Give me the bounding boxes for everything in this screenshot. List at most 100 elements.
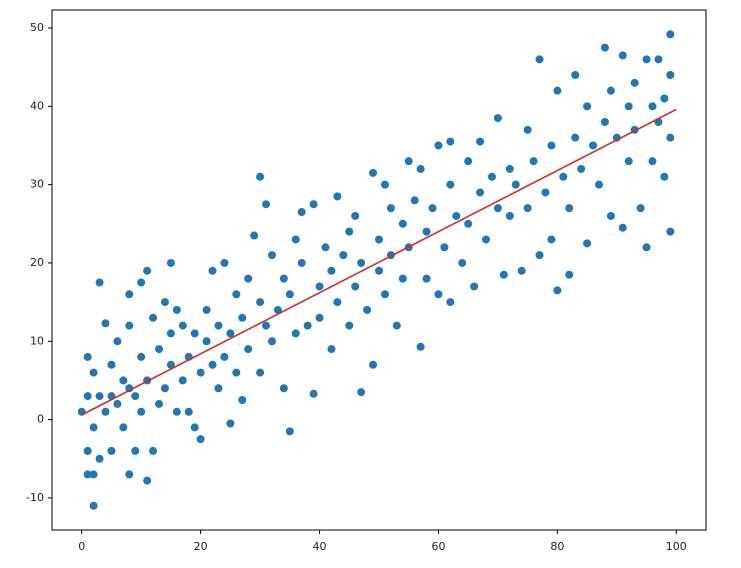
- point: [220, 352, 229, 361]
- point: [600, 43, 609, 52]
- point: [529, 157, 538, 166]
- point: [149, 313, 158, 322]
- point: [89, 368, 98, 377]
- point: [208, 360, 217, 369]
- point: [458, 258, 467, 267]
- point: [636, 204, 645, 213]
- point: [398, 274, 407, 283]
- point: [137, 352, 146, 361]
- point: [333, 192, 342, 201]
- point: [487, 172, 496, 181]
- point: [482, 235, 491, 244]
- point: [113, 399, 122, 408]
- point: [166, 360, 175, 369]
- point: [232, 290, 241, 299]
- point: [256, 298, 265, 307]
- point: [95, 454, 104, 463]
- point: [166, 329, 175, 338]
- point: [547, 141, 556, 150]
- x-tick-label: 20: [194, 540, 208, 553]
- point: [309, 389, 318, 398]
- point: [232, 368, 241, 377]
- point: [565, 270, 574, 279]
- point: [648, 102, 657, 111]
- point: [440, 243, 449, 252]
- point: [190, 423, 199, 432]
- point: [375, 266, 383, 275]
- point: [369, 360, 378, 369]
- point: [202, 337, 211, 346]
- point: [565, 204, 574, 213]
- point: [416, 342, 425, 351]
- point: [363, 305, 372, 314]
- point: [160, 384, 169, 393]
- point: [660, 172, 669, 181]
- point: [196, 435, 205, 444]
- point: [357, 388, 366, 397]
- point: [101, 319, 110, 328]
- point: [476, 137, 485, 146]
- point: [559, 172, 568, 181]
- point: [279, 384, 288, 393]
- point: [262, 200, 271, 209]
- point: [113, 337, 122, 346]
- point: [214, 321, 223, 330]
- point: [428, 204, 437, 213]
- point: [83, 446, 92, 455]
- point: [434, 290, 443, 299]
- point: [172, 305, 181, 314]
- x-tick-label: 60: [431, 540, 445, 553]
- point: [279, 274, 288, 283]
- y-tick-label: 0: [37, 413, 44, 426]
- point: [238, 313, 247, 322]
- y-tick-label: 50: [30, 21, 44, 34]
- point: [256, 368, 265, 377]
- point: [95, 392, 104, 401]
- point: [89, 423, 98, 432]
- point: [410, 196, 419, 205]
- point: [642, 55, 651, 64]
- point: [618, 51, 627, 60]
- point: [618, 223, 627, 232]
- point: [285, 427, 294, 436]
- point: [470, 282, 479, 291]
- point: [119, 376, 128, 385]
- point: [160, 298, 169, 307]
- point: [143, 266, 152, 275]
- point: [357, 258, 366, 267]
- point: [351, 282, 360, 291]
- point: [107, 446, 116, 455]
- point: [380, 180, 389, 189]
- y-tick-label: -10: [26, 491, 44, 504]
- point: [339, 251, 348, 260]
- point: [422, 227, 431, 236]
- point: [589, 141, 598, 150]
- point: [309, 200, 318, 209]
- point: [446, 298, 455, 307]
- point: [327, 266, 336, 275]
- point: [493, 114, 502, 123]
- point: [262, 321, 271, 330]
- point: [250, 231, 259, 240]
- point: [523, 204, 532, 213]
- point: [446, 180, 455, 189]
- point: [654, 55, 663, 64]
- point: [267, 337, 276, 346]
- point: [511, 180, 520, 189]
- point: [291, 235, 300, 244]
- point: [315, 313, 324, 322]
- point: [505, 164, 514, 173]
- point: [220, 258, 229, 267]
- point: [535, 251, 544, 260]
- point: [256, 172, 265, 181]
- point: [351, 211, 360, 220]
- point: [594, 180, 603, 189]
- point: [505, 211, 514, 220]
- point: [523, 125, 532, 134]
- point: [571, 71, 580, 79]
- point: [583, 239, 592, 248]
- point: [392, 321, 401, 330]
- point: [238, 396, 247, 404]
- point: [666, 133, 675, 142]
- point: [184, 407, 193, 416]
